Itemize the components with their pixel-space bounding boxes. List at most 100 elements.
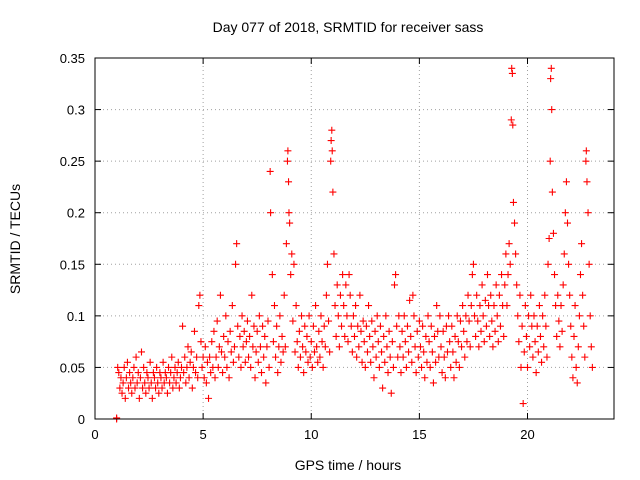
data-point bbox=[184, 343, 192, 351]
data-point bbox=[127, 379, 135, 387]
data-point bbox=[555, 317, 563, 325]
data-point bbox=[132, 353, 140, 361]
data-point bbox=[369, 343, 377, 351]
data-point bbox=[251, 374, 259, 382]
data-point bbox=[261, 332, 269, 340]
data-point bbox=[170, 374, 178, 382]
data-point bbox=[447, 363, 455, 371]
data-point bbox=[133, 379, 141, 387]
data-point bbox=[453, 312, 461, 320]
data-point bbox=[565, 260, 573, 268]
data-point bbox=[293, 338, 301, 346]
data-point bbox=[173, 369, 181, 377]
data-point bbox=[500, 332, 508, 340]
y-tick-label: 0 bbox=[78, 412, 85, 427]
data-point bbox=[338, 322, 346, 330]
data-point bbox=[407, 332, 415, 340]
data-point bbox=[276, 312, 284, 320]
data-point bbox=[402, 363, 410, 371]
data-point bbox=[422, 332, 430, 340]
data-point bbox=[582, 157, 590, 165]
data-point bbox=[216, 291, 224, 299]
data-point bbox=[342, 281, 350, 289]
data-point bbox=[392, 271, 400, 279]
x-tick-label: 0 bbox=[91, 427, 98, 442]
data-point bbox=[519, 400, 527, 408]
data-point bbox=[206, 353, 214, 361]
data-point bbox=[533, 322, 541, 330]
data-point bbox=[288, 250, 296, 258]
data-point bbox=[352, 302, 360, 310]
data-point bbox=[503, 302, 511, 310]
data-point bbox=[322, 291, 330, 299]
data-point bbox=[543, 353, 551, 361]
data-point bbox=[452, 358, 460, 366]
data-point bbox=[569, 374, 577, 382]
data-point bbox=[121, 394, 129, 402]
data-point bbox=[339, 271, 347, 279]
data-point bbox=[540, 343, 548, 351]
data-point bbox=[461, 353, 469, 361]
data-point bbox=[129, 374, 137, 382]
data-point bbox=[268, 271, 276, 279]
data-point bbox=[545, 235, 553, 242]
data-point bbox=[506, 260, 514, 268]
data-point bbox=[491, 327, 499, 335]
data-point bbox=[348, 348, 356, 356]
data-point bbox=[387, 389, 395, 397]
data-point bbox=[237, 363, 245, 371]
data-point bbox=[534, 348, 542, 356]
data-point bbox=[368, 317, 376, 325]
data-point bbox=[551, 271, 559, 279]
data-point bbox=[578, 240, 586, 248]
data-point bbox=[179, 322, 187, 330]
data-point bbox=[353, 353, 361, 361]
data-point bbox=[269, 338, 277, 346]
data-point bbox=[507, 116, 515, 124]
data-point bbox=[247, 363, 255, 371]
data-point bbox=[285, 178, 293, 186]
data-point bbox=[360, 338, 368, 346]
data-point bbox=[168, 353, 176, 361]
data-point bbox=[222, 312, 230, 320]
data-point bbox=[437, 343, 445, 351]
data-point bbox=[504, 271, 512, 279]
data-point bbox=[285, 209, 293, 217]
data-point bbox=[476, 302, 484, 310]
data-point bbox=[144, 374, 152, 382]
data-point bbox=[451, 332, 459, 340]
data-point bbox=[227, 348, 235, 356]
data-point bbox=[469, 260, 477, 268]
data-point bbox=[498, 271, 506, 279]
data-point bbox=[263, 343, 271, 351]
data-point bbox=[153, 363, 161, 371]
data-point bbox=[300, 369, 308, 377]
data-point bbox=[365, 302, 373, 310]
data-point bbox=[198, 363, 206, 371]
data-point bbox=[509, 198, 517, 206]
data-point bbox=[308, 363, 316, 371]
data-point bbox=[332, 332, 340, 340]
data-point bbox=[165, 363, 173, 371]
data-point bbox=[502, 250, 510, 258]
data-point bbox=[517, 363, 525, 371]
data-point bbox=[323, 260, 331, 268]
data-point bbox=[473, 291, 481, 299]
data-point bbox=[176, 374, 184, 382]
y-axis-label: SRMTID / TECUs bbox=[7, 184, 23, 294]
data-point bbox=[126, 369, 134, 377]
data-point bbox=[181, 353, 189, 361]
data-point bbox=[139, 384, 147, 392]
data-point bbox=[516, 291, 524, 299]
data-point bbox=[304, 358, 312, 366]
data-point bbox=[135, 394, 143, 402]
data-point bbox=[530, 312, 538, 320]
data-point bbox=[514, 312, 522, 320]
data-point bbox=[372, 353, 380, 361]
data-point bbox=[223, 363, 231, 371]
data-point bbox=[529, 353, 537, 361]
data-point bbox=[171, 363, 179, 371]
data-point bbox=[234, 322, 242, 330]
data-point bbox=[260, 353, 268, 361]
data-point bbox=[266, 167, 274, 175]
